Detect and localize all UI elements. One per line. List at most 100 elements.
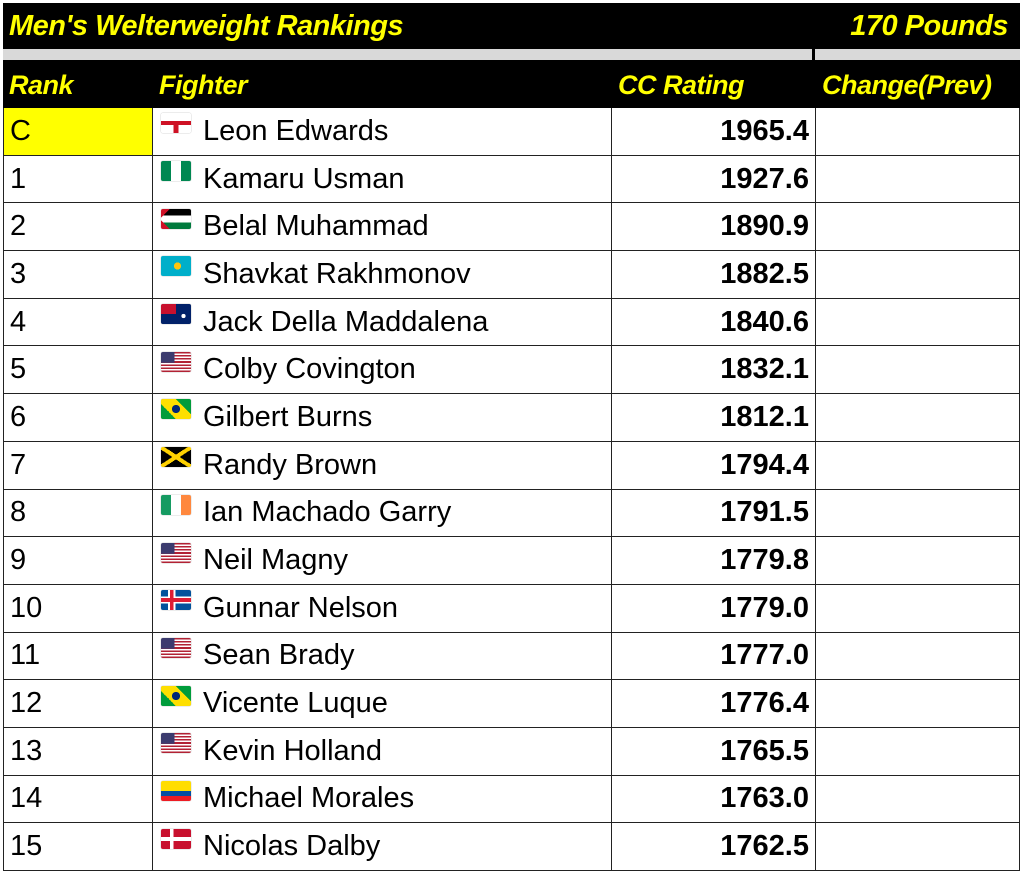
fighter-cell: Michael Morales	[153, 775, 612, 823]
usa-flag-icon	[161, 351, 191, 372]
fighter-name: Colby Covington	[203, 353, 416, 386]
change-cell	[816, 346, 1020, 394]
fighter-cell: Gunnar Nelson	[153, 584, 612, 632]
table-row: 10 Gunnar Nelson 1779.0	[3, 584, 1020, 633]
fighter-name: Sean Brady	[203, 639, 355, 672]
rank-cell: 2	[3, 203, 153, 251]
table-row: 7 Randy Brown 1794.4	[3, 441, 1020, 490]
table-row: 3 Shavkat Rakhmonov 1882.5	[3, 251, 1020, 299]
table-title: Men's Welterweight Rankings	[9, 9, 404, 42]
rating-cell: 1779.0	[612, 584, 816, 632]
change-cell	[816, 298, 1020, 346]
fighter-name: Kevin Holland	[203, 734, 382, 767]
rating-cell: 1882.5	[612, 251, 816, 298]
usa-flag-icon	[161, 637, 191, 658]
table-row: 6 Gilbert Burns 1812.1	[3, 394, 1020, 442]
change-cell	[816, 727, 1020, 775]
table-row: 4 Jack Della Maddalena 1840.6	[3, 298, 1020, 347]
header-rating: CC Rating	[618, 69, 745, 100]
table-row: 14 Michael Morales 1763.0	[3, 775, 1020, 824]
fighter-cell: Kevin Holland	[153, 727, 612, 775]
rating-cell: 1763.0	[612, 775, 816, 823]
rankings-table: Men's Welterweight Rankings 170 Pounds R…	[3, 3, 1020, 871]
change-cell	[816, 775, 1020, 823]
fighter-name: Ian Machado Garry	[203, 496, 452, 529]
rank-cell: 3	[3, 251, 153, 298]
usa-flag-icon	[161, 542, 191, 563]
fighter-name: Michael Morales	[203, 782, 415, 815]
denmark-flag-icon	[161, 828, 191, 849]
table-row: 11 Sean Brady 1777.0	[3, 632, 1020, 681]
rating-cell: 1832.1	[612, 346, 816, 394]
rank-cell: 5	[3, 346, 153, 394]
header-change: Change(Prev)	[822, 69, 992, 100]
rank-cell: 12	[3, 680, 153, 727]
jamaica-flag-icon	[161, 447, 191, 468]
change-cell	[816, 251, 1020, 298]
rating-cell: 1776.4	[612, 680, 816, 727]
ecuador-flag-icon	[161, 780, 191, 801]
table-row: 8 Ian Machado Garry 1791.5	[3, 489, 1020, 538]
change-cell	[816, 203, 1020, 251]
fighter-cell: Vicente Luque	[153, 680, 612, 727]
rank-cell: 1	[3, 155, 153, 203]
fighter-cell: Randy Brown	[153, 441, 612, 489]
fighter-name: Shavkat Rakhmonov	[203, 257, 471, 290]
weight-class: 170 Pounds	[850, 9, 1008, 42]
fighter-name: Randy Brown	[203, 448, 378, 481]
rating-cell: 1762.5	[612, 823, 816, 870]
kazakhstan-flag-icon	[161, 256, 191, 277]
fighter-cell: Jack Della Maddalena	[153, 298, 612, 346]
rating-cell: 1965.4	[612, 108, 816, 155]
rank-cell: 9	[3, 537, 153, 584]
change-cell	[816, 108, 1020, 155]
fighter-cell: Nicolas Dalby	[153, 823, 612, 870]
change-cell	[816, 489, 1020, 537]
fighter-cell: Leon Edwards	[153, 108, 612, 155]
rating-cell: 1812.1	[612, 394, 816, 441]
rating-cell: 1765.5	[612, 727, 816, 775]
header-fighter: Fighter	[159, 69, 248, 100]
ireland-flag-icon	[161, 494, 191, 515]
title-bar: Men's Welterweight Rankings 170 Pounds	[3, 3, 1020, 49]
fighter-name: Leon Edwards	[203, 114, 389, 147]
change-cell	[816, 823, 1020, 870]
change-cell	[816, 632, 1020, 680]
fighter-cell: Belal Muhammad	[153, 203, 612, 251]
change-cell	[816, 155, 1020, 203]
rank-cell: 7	[3, 441, 153, 489]
rating-cell: 1890.9	[612, 203, 816, 251]
rating-cell: 1794.4	[612, 441, 816, 489]
fighter-name: Vicente Luque	[203, 687, 388, 720]
rank-cell: 13	[3, 727, 153, 775]
change-cell	[816, 680, 1020, 727]
change-cell	[816, 394, 1020, 441]
fighter-cell: Gilbert Burns	[153, 394, 612, 441]
fighter-cell: Sean Brady	[153, 632, 612, 680]
fighter-cell: Shavkat Rakhmonov	[153, 251, 612, 298]
table-row: C Leon Edwards 1965.4	[3, 108, 1020, 156]
rank-cell: 14	[3, 775, 153, 823]
rating-cell: 1791.5	[612, 489, 816, 537]
rating-cell: 1927.6	[612, 155, 816, 203]
rating-cell: 1777.0	[612, 632, 816, 680]
nigeria-flag-icon	[161, 161, 191, 182]
fighter-name: Jack Della Maddalena	[203, 305, 489, 338]
rank-cell: 6	[3, 394, 153, 441]
table-row: 12 Vicente Luque 1776.4	[3, 680, 1020, 728]
table-row: 9 Neil Magny 1779.8	[3, 537, 1020, 585]
header-rank: Rank	[9, 69, 74, 100]
fighter-cell: Neil Magny	[153, 537, 612, 584]
fighter-name: Kamaru Usman	[203, 162, 405, 195]
brazil-flag-icon	[161, 399, 191, 420]
fighter-name: Gunnar Nelson	[203, 591, 399, 624]
table-row: 13 Kevin Holland 1765.5	[3, 727, 1020, 776]
rating-cell: 1840.6	[612, 298, 816, 346]
usa-flag-icon	[161, 733, 191, 754]
fighter-cell: Colby Covington	[153, 346, 612, 394]
rank-cell: 11	[3, 632, 153, 680]
table-row: 1 Kamaru Usman 1927.6	[3, 155, 1020, 204]
table-row: 15 Nicolas Dalby 1762.5	[3, 823, 1020, 871]
rank-cell: 15	[3, 823, 153, 870]
fighter-name: Nicolas Dalby	[203, 830, 381, 863]
